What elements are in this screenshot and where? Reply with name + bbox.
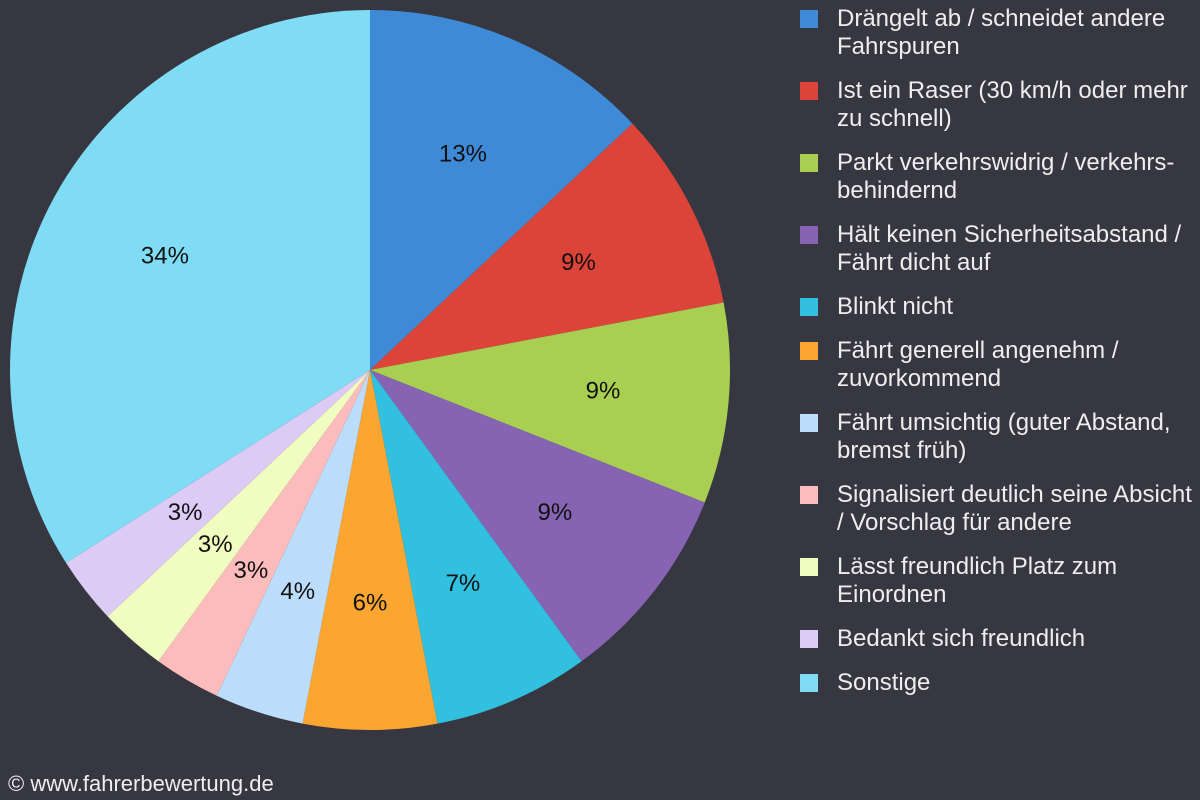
legend-label: Fährt generell angenehm / zuvorkommend <box>837 337 1119 392</box>
legend-label: Bedankt sich freundlich <box>837 625 1086 652</box>
legend-label: Blinkt nicht <box>837 293 954 320</box>
legend-swatch <box>800 558 818 576</box>
value-label: 3% <box>198 531 233 558</box>
legend-item: Ist ein Raser (30 km/h oder mehr zu schn… <box>800 77 1200 133</box>
legend-label: Drängelt ab / schneidet andere Fahrspure… <box>837 5 1166 60</box>
pie-slice <box>370 123 724 370</box>
legend-label: Signalisiert deutlich seine Absicht / Vo… <box>837 481 1192 536</box>
legend-swatch <box>800 10 818 28</box>
value-label: 3% <box>234 557 269 584</box>
legend-item: Hält keinen Sicherheitsabstand / Fährt d… <box>800 221 1200 277</box>
value-label: 13% <box>439 141 487 168</box>
legend: Drängelt ab / schneidet andere Fahrspure… <box>800 5 1200 713</box>
legend-swatch <box>800 342 818 360</box>
legend-item: Lässt freundlich Platz zum Einordnen <box>800 553 1200 609</box>
value-label: 9% <box>538 499 573 526</box>
pie-slice <box>107 370 371 662</box>
legend-label: Lässt freundlich Platz zum Einordnen <box>837 553 1118 608</box>
pie-slice <box>302 370 438 731</box>
legend-item: Fährt umsichtig (guter Abstand, bremst f… <box>800 409 1200 465</box>
value-label: 4% <box>280 578 315 605</box>
legend-item: Parkt verkehrswidrig / verkehrs-behinder… <box>800 149 1200 205</box>
pie-slice <box>158 370 370 696</box>
legend-swatch <box>800 298 818 316</box>
pie-slice <box>370 302 730 503</box>
legend-item: Sonstige <box>800 669 1200 697</box>
value-label: 7% <box>446 570 481 597</box>
legend-label: Fährt umsichtig (guter Abstand, bremst f… <box>837 409 1171 464</box>
legend-label: Ist ein Raser (30 km/h oder mehr zu schn… <box>837 77 1188 132</box>
legend-label: Parkt verkehrswidrig / verkehrs-behinder… <box>837 149 1175 204</box>
legend-swatch <box>800 82 818 100</box>
pie-slice <box>370 370 705 662</box>
legend-swatch <box>800 414 818 432</box>
legend-label: Hält keinen Sicherheitsabstand / Fährt d… <box>837 221 1182 276</box>
pie-slice <box>66 370 371 617</box>
legend-item: Bedankt sich freundlich <box>800 625 1200 653</box>
legend-swatch <box>800 486 818 504</box>
legend-swatch <box>800 630 818 648</box>
legend-item: Drängelt ab / schneidet andere Fahrspure… <box>800 5 1200 61</box>
pie-slice <box>370 10 633 370</box>
legend-item: Blinkt nicht <box>800 293 1200 321</box>
legend-swatch <box>800 674 818 692</box>
legend-label: Sonstige <box>837 669 931 696</box>
value-label: 9% <box>561 249 596 276</box>
legend-swatch <box>800 226 818 244</box>
legend-item: Signalisiert deutlich seine Absicht / Vo… <box>800 481 1200 537</box>
value-label: 9% <box>586 377 621 404</box>
value-label: 6% <box>353 589 388 616</box>
pie-slice <box>10 10 370 563</box>
value-label: 3% <box>168 499 203 526</box>
footer: © www.fahrerbewertung.de <box>8 771 274 796</box>
chart: 13%9%9%9%7%6%4%3%3%3%34% <box>10 10 730 731</box>
value-label: 34% <box>141 243 189 270</box>
legend-swatch <box>800 154 818 172</box>
pie-slice <box>216 370 370 724</box>
legend-item: Fährt generell angenehm / zuvorkommend <box>800 337 1200 393</box>
pie-slice <box>370 370 582 724</box>
